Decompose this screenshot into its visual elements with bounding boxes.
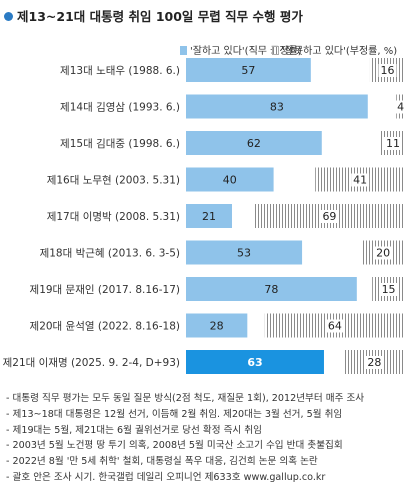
- legend-negative: '잘못하고 있다'(부정률, %): [272, 42, 397, 57]
- negative-label-bg: [351, 173, 370, 187]
- positive-bar: [186, 204, 232, 228]
- legend-positive: '잘하고 있다'(직무 긍정률): [180, 42, 302, 57]
- positive-value-label: 62: [247, 137, 261, 150]
- positive-bar: [186, 131, 322, 155]
- category-label: 제13대 노태우 (1988. 6.): [60, 65, 180, 77]
- category-label: 제19대 문재인 (2017. 8.16-17): [30, 284, 180, 296]
- positive-bar: [186, 277, 357, 301]
- category-label: 제21대 이재명 (2025. 9. 2-4, D+93): [3, 357, 180, 369]
- bullet-icon: [4, 12, 13, 21]
- negative-label-bg: [383, 137, 402, 150]
- negative-label-bg: [379, 283, 398, 296]
- positive-bar: [186, 58, 311, 82]
- negative-value-label: 11: [386, 137, 400, 150]
- category-label: 제15대 김대중 (1998. 6.): [60, 138, 180, 150]
- positive-bar: [186, 240, 303, 265]
- category-label: 제17대 이명박 (2008. 5.31): [47, 211, 180, 223]
- positive-value-label: 78: [264, 283, 278, 296]
- positive-value-label: 53: [237, 247, 251, 260]
- negative-value-label: 20: [376, 247, 390, 260]
- note-line: - 2003년 5월 노건평 땅 투기 의혹, 2008년 5월 미국산 소고기…: [6, 440, 343, 452]
- note-line: - 제13~18대 대통령은 12월 선거, 이듬해 2월 취임. 제20대는 …: [6, 408, 343, 420]
- negative-label-bg: [378, 64, 397, 77]
- negative-value-label: 28: [367, 356, 381, 369]
- negative-label-bg: [395, 100, 407, 114]
- positive-bar: [186, 167, 274, 192]
- negative-value-label: 4: [397, 101, 404, 114]
- legend-negative-swatch: [272, 46, 279, 55]
- note-line: - 괄호 안은 조사 시기. 한국갤럽 데일리 오피니언 제633호 www.g…: [6, 471, 326, 483]
- negative-label-bg: [365, 356, 384, 369]
- positive-value-label: 83: [270, 101, 284, 114]
- negative-value-label: 69: [322, 210, 336, 223]
- negative-value-label: 41: [353, 174, 367, 187]
- negative-value-label: 64: [328, 320, 342, 333]
- note-line: - 제19대는 5월, 제21대는 6월 궐위선거로 당선 확정 즉시 취임: [6, 424, 262, 436]
- legend-negative-label: '잘못하고 있다'(부정률, %): [282, 46, 398, 57]
- negative-label-bg: [325, 319, 344, 333]
- category-label: 제18대 박근혜 (2013. 6. 3-5): [40, 248, 180, 260]
- note-line: - 대통령 직무 평가는 모두 동일 질문 방식(2점 척도, 재질문 1회),…: [6, 393, 365, 404]
- negative-value-label: 16: [380, 64, 394, 77]
- category-label: 제20대 윤석열 (2022. 8.16-18): [30, 321, 180, 333]
- positive-value-label: 57: [241, 64, 255, 77]
- positive-value-label: 28: [210, 320, 224, 333]
- negative-value-label: 15: [382, 283, 396, 296]
- legend-positive-swatch: [180, 46, 187, 55]
- category-label: 제14대 김영삼 (1993. 6.): [60, 102, 180, 114]
- positive-value-label: 21: [202, 210, 216, 223]
- notes: - 대통령 직무 평가는 모두 동일 질문 방식(2점 척도, 재질문 1회),…: [6, 391, 364, 486]
- note-line: - 2022년 8월 '만 5세 취학' 철회, 대통령실 폭우 대응, 김건희…: [6, 456, 318, 468]
- positive-bar: [186, 350, 324, 374]
- negative-label-bg: [374, 246, 393, 260]
- category-label: 제16대 노무현 (2003. 5.31): [47, 175, 180, 187]
- positive-bar: [186, 94, 368, 119]
- negative-label-bg: [320, 210, 339, 223]
- chart-title-text: 제13~21대 대통령 취임 100일 무렵 직무 수행 평가: [17, 9, 303, 24]
- positive-value-label: 63: [247, 356, 262, 369]
- legend-positive-label: '잘하고 있다'(직무 긍정률): [190, 46, 302, 57]
- chart-title: 제13~21대 대통령 취임 100일 무렵 직무 수행 평가: [4, 6, 303, 25]
- positive-value-label: 40: [223, 174, 237, 187]
- bar-chart: 제13대 노태우 (1988. 6.) 57 16 제14대 김영삼 (1993. 6…: [3, 58, 407, 374]
- positive-bar: [186, 313, 248, 338]
